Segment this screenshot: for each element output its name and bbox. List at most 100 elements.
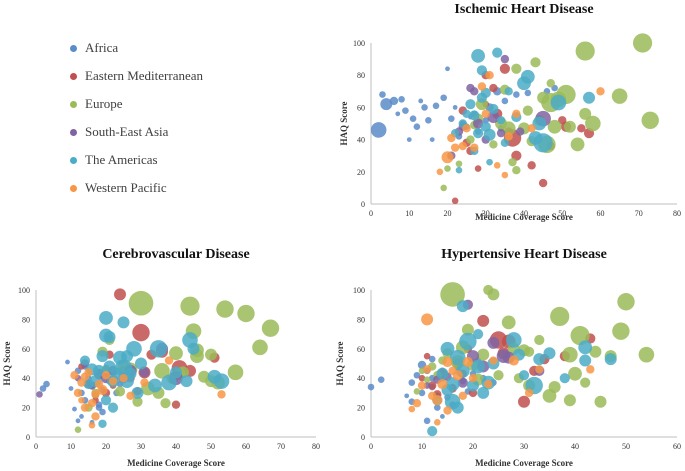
- bubble-europe: [611, 88, 628, 104]
- bubble-western-pacific: [436, 168, 444, 176]
- x-tick-label: 30: [482, 209, 490, 218]
- bubble-south-east-asia: [457, 377, 468, 388]
- y-tick-label: 40: [357, 374, 365, 383]
- bubble-the-americas: [486, 158, 493, 166]
- y-axis-label: HAQ Score: [339, 101, 349, 145]
- bubble-africa: [413, 371, 421, 379]
- y-tick-label: 0: [361, 433, 365, 442]
- chart-cerebrovascular-disease: Cerebrovascular Disease 0 10 20 30 40 50 60 70 80…: [2, 247, 320, 468]
- x-tick-label: 20: [444, 209, 452, 218]
- bubble-europe: [132, 396, 143, 407]
- legend-label-africa: Africa: [85, 40, 119, 55]
- bubble-the-americas: [459, 332, 477, 351]
- bubble-europe: [512, 165, 521, 175]
- x-tick-label: 60: [597, 209, 605, 218]
- bubble-africa: [79, 414, 84, 419]
- bubble-africa: [445, 66, 450, 72]
- bubble-europe: [617, 293, 635, 311]
- x-tick-label: 50: [622, 442, 630, 451]
- y-axis-label: HAQ Score: [335, 341, 345, 385]
- bubble-africa: [404, 393, 410, 399]
- bubble-western-pacific: [442, 356, 453, 368]
- bubble-europe: [455, 160, 463, 168]
- bubble-the-americas: [492, 47, 503, 58]
- legend-label-western-pacific: Western Pacific: [85, 180, 167, 195]
- bubble-europe: [413, 388, 421, 395]
- bubble-western-pacific: [452, 370, 463, 381]
- bubble-europe: [461, 323, 474, 336]
- bubble-europe: [547, 119, 562, 134]
- bubble-south-east-asia: [500, 54, 510, 64]
- bubble-the-americas: [518, 370, 530, 381]
- bubble-the-americas: [579, 354, 592, 367]
- bubble-europe: [252, 339, 268, 356]
- bubble-western-pacific: [126, 391, 135, 401]
- x-tick-label: 20: [469, 442, 477, 451]
- y-axis-label: HAQ Score: [2, 341, 12, 385]
- bubble-eastern-mediterranean: [418, 374, 426, 382]
- bubble-africa: [423, 417, 431, 425]
- bubble-africa: [524, 89, 532, 97]
- y-tick-label: 20: [357, 168, 365, 177]
- bubble-western-pacific: [421, 313, 434, 326]
- bubble-western-pacific: [91, 412, 100, 421]
- y-tick-label: 60: [357, 103, 365, 112]
- bubble-the-americas: [604, 353, 617, 366]
- bubble-europe: [568, 366, 582, 381]
- bubble-the-americas: [126, 341, 142, 357]
- bubble-europe: [570, 137, 585, 152]
- bubble-europe: [477, 348, 490, 361]
- legend-marker-western-pacific: [70, 184, 77, 192]
- legend-item-south-east-asia: South-East Asia: [70, 124, 168, 140]
- chart-ischemic-heart-disease: Ischemic Heart Disease 0 10 20 30 40 50 60 70 80 0…: [339, 2, 681, 222]
- bubble-western-pacific: [422, 365, 432, 374]
- bubble-africa: [377, 376, 385, 383]
- chart-hypertensive-heart-disease: Hypertensive Heart Disease 0 10 20 30 40 50 60 0…: [335, 247, 681, 468]
- bubble-the-americas: [148, 378, 162, 393]
- bubble-the-americas: [477, 386, 490, 399]
- x-tick-label: 80: [673, 209, 681, 218]
- bubble-the-americas: [107, 402, 119, 413]
- legend-item-africa: Africa: [70, 40, 118, 56]
- x-tick-label: 40: [571, 442, 579, 451]
- bubble-the-americas: [161, 374, 177, 391]
- bubble-europe: [632, 33, 653, 53]
- bubble-europe: [169, 346, 183, 361]
- x-axis-label: Medicine Coverage Score: [127, 458, 225, 468]
- bubble-europe: [501, 315, 516, 330]
- bubble-eastern-mediterranean: [114, 288, 126, 301]
- bubble-europe: [570, 325, 590, 346]
- bubble-western-pacific: [217, 390, 226, 399]
- bubble-europe: [501, 121, 516, 136]
- bubble-the-americas: [543, 347, 556, 360]
- bubble-western-pacific: [140, 378, 149, 387]
- y-tick-label: 80: [22, 315, 30, 324]
- bubble-africa: [429, 137, 435, 143]
- bubble-europe: [563, 394, 576, 407]
- legend: Africa Eastern Mediterranean Europe Sout…: [70, 40, 270, 210]
- chart-title: Ischemic Heart Disease: [454, 2, 593, 17]
- y-tick-label: 20: [22, 404, 30, 413]
- bubble-africa: [440, 414, 445, 419]
- y-tick-label: 20: [357, 404, 365, 413]
- bubble-the-americas: [445, 377, 460, 391]
- bubble-europe: [216, 300, 234, 318]
- bubble-the-americas: [100, 395, 112, 406]
- x-tick-label: 0: [369, 442, 373, 451]
- bubble-western-pacific: [432, 395, 443, 406]
- bubble-the-americas: [496, 116, 506, 125]
- bubble-western-pacific: [447, 133, 456, 143]
- bubble-europe: [114, 386, 126, 397]
- bubble-africa: [418, 98, 424, 104]
- bubble-africa: [75, 418, 81, 424]
- legend-label-south-east-asia: South-East Asia: [85, 124, 169, 139]
- bubble-europe: [160, 398, 171, 409]
- bubble-western-pacific: [462, 124, 471, 133]
- bubble-the-americas: [98, 419, 107, 428]
- bubble-western-pacific: [70, 371, 79, 380]
- bubble-western-pacific: [458, 141, 467, 151]
- legend-item-eastern-mediterranean: Eastern Mediterranean: [70, 68, 203, 84]
- bubble-the-americas: [180, 375, 193, 388]
- bubble-western-pacific: [527, 124, 536, 133]
